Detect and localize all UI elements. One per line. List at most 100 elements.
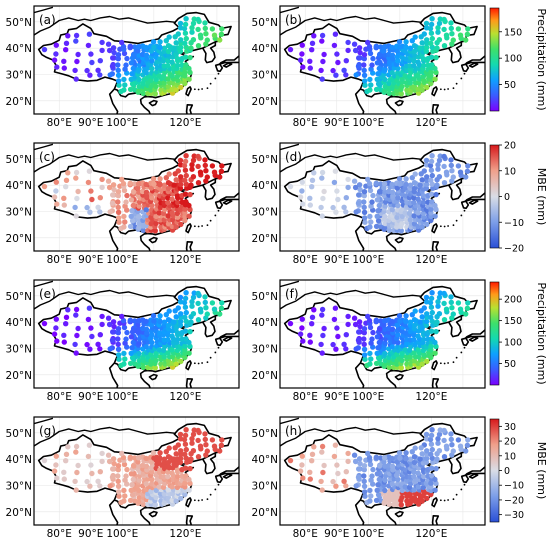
station-marker bbox=[163, 38, 169, 44]
station-marker bbox=[351, 178, 358, 184]
station-marker bbox=[407, 45, 414, 51]
station-marker bbox=[418, 308, 424, 314]
lon-tick-label: 90°E bbox=[324, 117, 349, 129]
station-marker bbox=[148, 185, 154, 191]
station-marker bbox=[386, 364, 392, 370]
station-marker bbox=[321, 188, 327, 195]
island-dot bbox=[217, 346, 220, 349]
station-marker bbox=[428, 80, 434, 87]
island-dot bbox=[214, 351, 217, 354]
station-marker bbox=[105, 178, 112, 184]
station-marker bbox=[171, 319, 177, 325]
station-marker bbox=[120, 454, 127, 461]
station-marker bbox=[135, 185, 141, 191]
station-marker bbox=[182, 191, 189, 197]
station-marker bbox=[334, 188, 340, 194]
station-marker bbox=[165, 48, 172, 55]
station-marker bbox=[115, 52, 122, 58]
station-marker bbox=[136, 336, 143, 342]
station-marker bbox=[382, 83, 388, 90]
station-marker bbox=[129, 218, 136, 224]
lat-tick-label: 40°N bbox=[252, 454, 278, 466]
station-marker bbox=[309, 451, 316, 457]
island-dot bbox=[214, 488, 217, 491]
station-marker bbox=[119, 39, 125, 46]
station-marker bbox=[128, 471, 135, 477]
station-marker bbox=[115, 67, 121, 74]
island-dot bbox=[193, 225, 196, 228]
station-marker bbox=[450, 448, 456, 454]
station-marker bbox=[411, 459, 418, 466]
station-marker bbox=[464, 442, 471, 448]
station-marker bbox=[396, 176, 403, 182]
station-marker bbox=[415, 470, 421, 476]
colorbar: 20 10 0 −10 −20 MBE (mm) bbox=[489, 141, 548, 255]
station-marker bbox=[97, 469, 104, 475]
station-marker bbox=[119, 176, 125, 183]
station-marker bbox=[169, 210, 175, 216]
station-marker bbox=[374, 350, 380, 356]
station-marker bbox=[115, 199, 121, 205]
station-marker bbox=[183, 16, 189, 22]
station-marker bbox=[89, 196, 95, 203]
station-marker bbox=[172, 308, 178, 314]
station-marker bbox=[127, 360, 134, 367]
station-marker bbox=[411, 48, 418, 55]
country-border bbox=[280, 280, 300, 288]
station-marker bbox=[403, 176, 409, 182]
station-marker bbox=[433, 465, 439, 472]
station-marker bbox=[403, 217, 410, 223]
station-marker bbox=[136, 199, 143, 205]
station-marker bbox=[53, 325, 59, 331]
station-marker bbox=[41, 46, 48, 53]
map-panel-b: (b) 50°N 40°N 30°N 20°N 80°E 90°E 100°E 120°E bbox=[252, 5, 486, 129]
station-marker bbox=[51, 331, 58, 337]
station-marker bbox=[427, 436, 434, 443]
station-marker bbox=[150, 450, 157, 456]
station-marker bbox=[381, 318, 388, 324]
station-marker bbox=[171, 45, 177, 51]
station-marker bbox=[157, 182, 163, 188]
station-marker bbox=[443, 169, 450, 175]
station-marker bbox=[191, 427, 197, 433]
station-marker bbox=[465, 437, 471, 443]
station-marker bbox=[411, 213, 417, 219]
station-marker bbox=[450, 311, 456, 317]
lat-tick-label: 50°N bbox=[6, 17, 32, 29]
island-dot bbox=[460, 488, 463, 491]
station-marker bbox=[178, 37, 184, 43]
station-marker bbox=[136, 66, 142, 72]
station-marker bbox=[136, 83, 142, 90]
island-outline bbox=[431, 104, 440, 114]
station-marker bbox=[343, 195, 349, 201]
station-marker bbox=[355, 63, 362, 69]
station-marker bbox=[353, 483, 359, 489]
station-marker bbox=[189, 436, 195, 442]
station-marker bbox=[429, 427, 435, 433]
station-marker bbox=[111, 186, 117, 193]
station-marker bbox=[149, 332, 155, 338]
island-dot bbox=[209, 356, 212, 359]
station-marker bbox=[61, 195, 67, 201]
station-marker bbox=[186, 350, 192, 356]
station-marker bbox=[182, 354, 188, 361]
station-marker bbox=[190, 448, 197, 454]
station-marker bbox=[219, 163, 225, 169]
station-marker bbox=[61, 332, 67, 338]
station-marker bbox=[151, 181, 157, 187]
station-marker bbox=[152, 228, 158, 234]
station-marker bbox=[41, 320, 48, 327]
station-marker bbox=[334, 51, 340, 57]
station-marker bbox=[409, 312, 415, 318]
station-marker bbox=[143, 181, 149, 188]
station-marker bbox=[382, 220, 388, 227]
island-outline bbox=[431, 360, 438, 371]
station-marker bbox=[307, 339, 313, 345]
station-marker bbox=[157, 491, 164, 497]
station-marker bbox=[157, 217, 164, 223]
station-marker bbox=[178, 455, 184, 462]
station-marker bbox=[204, 448, 210, 454]
station-marker bbox=[209, 163, 216, 169]
station-marker bbox=[424, 311, 430, 317]
island-outline bbox=[460, 63, 470, 73]
